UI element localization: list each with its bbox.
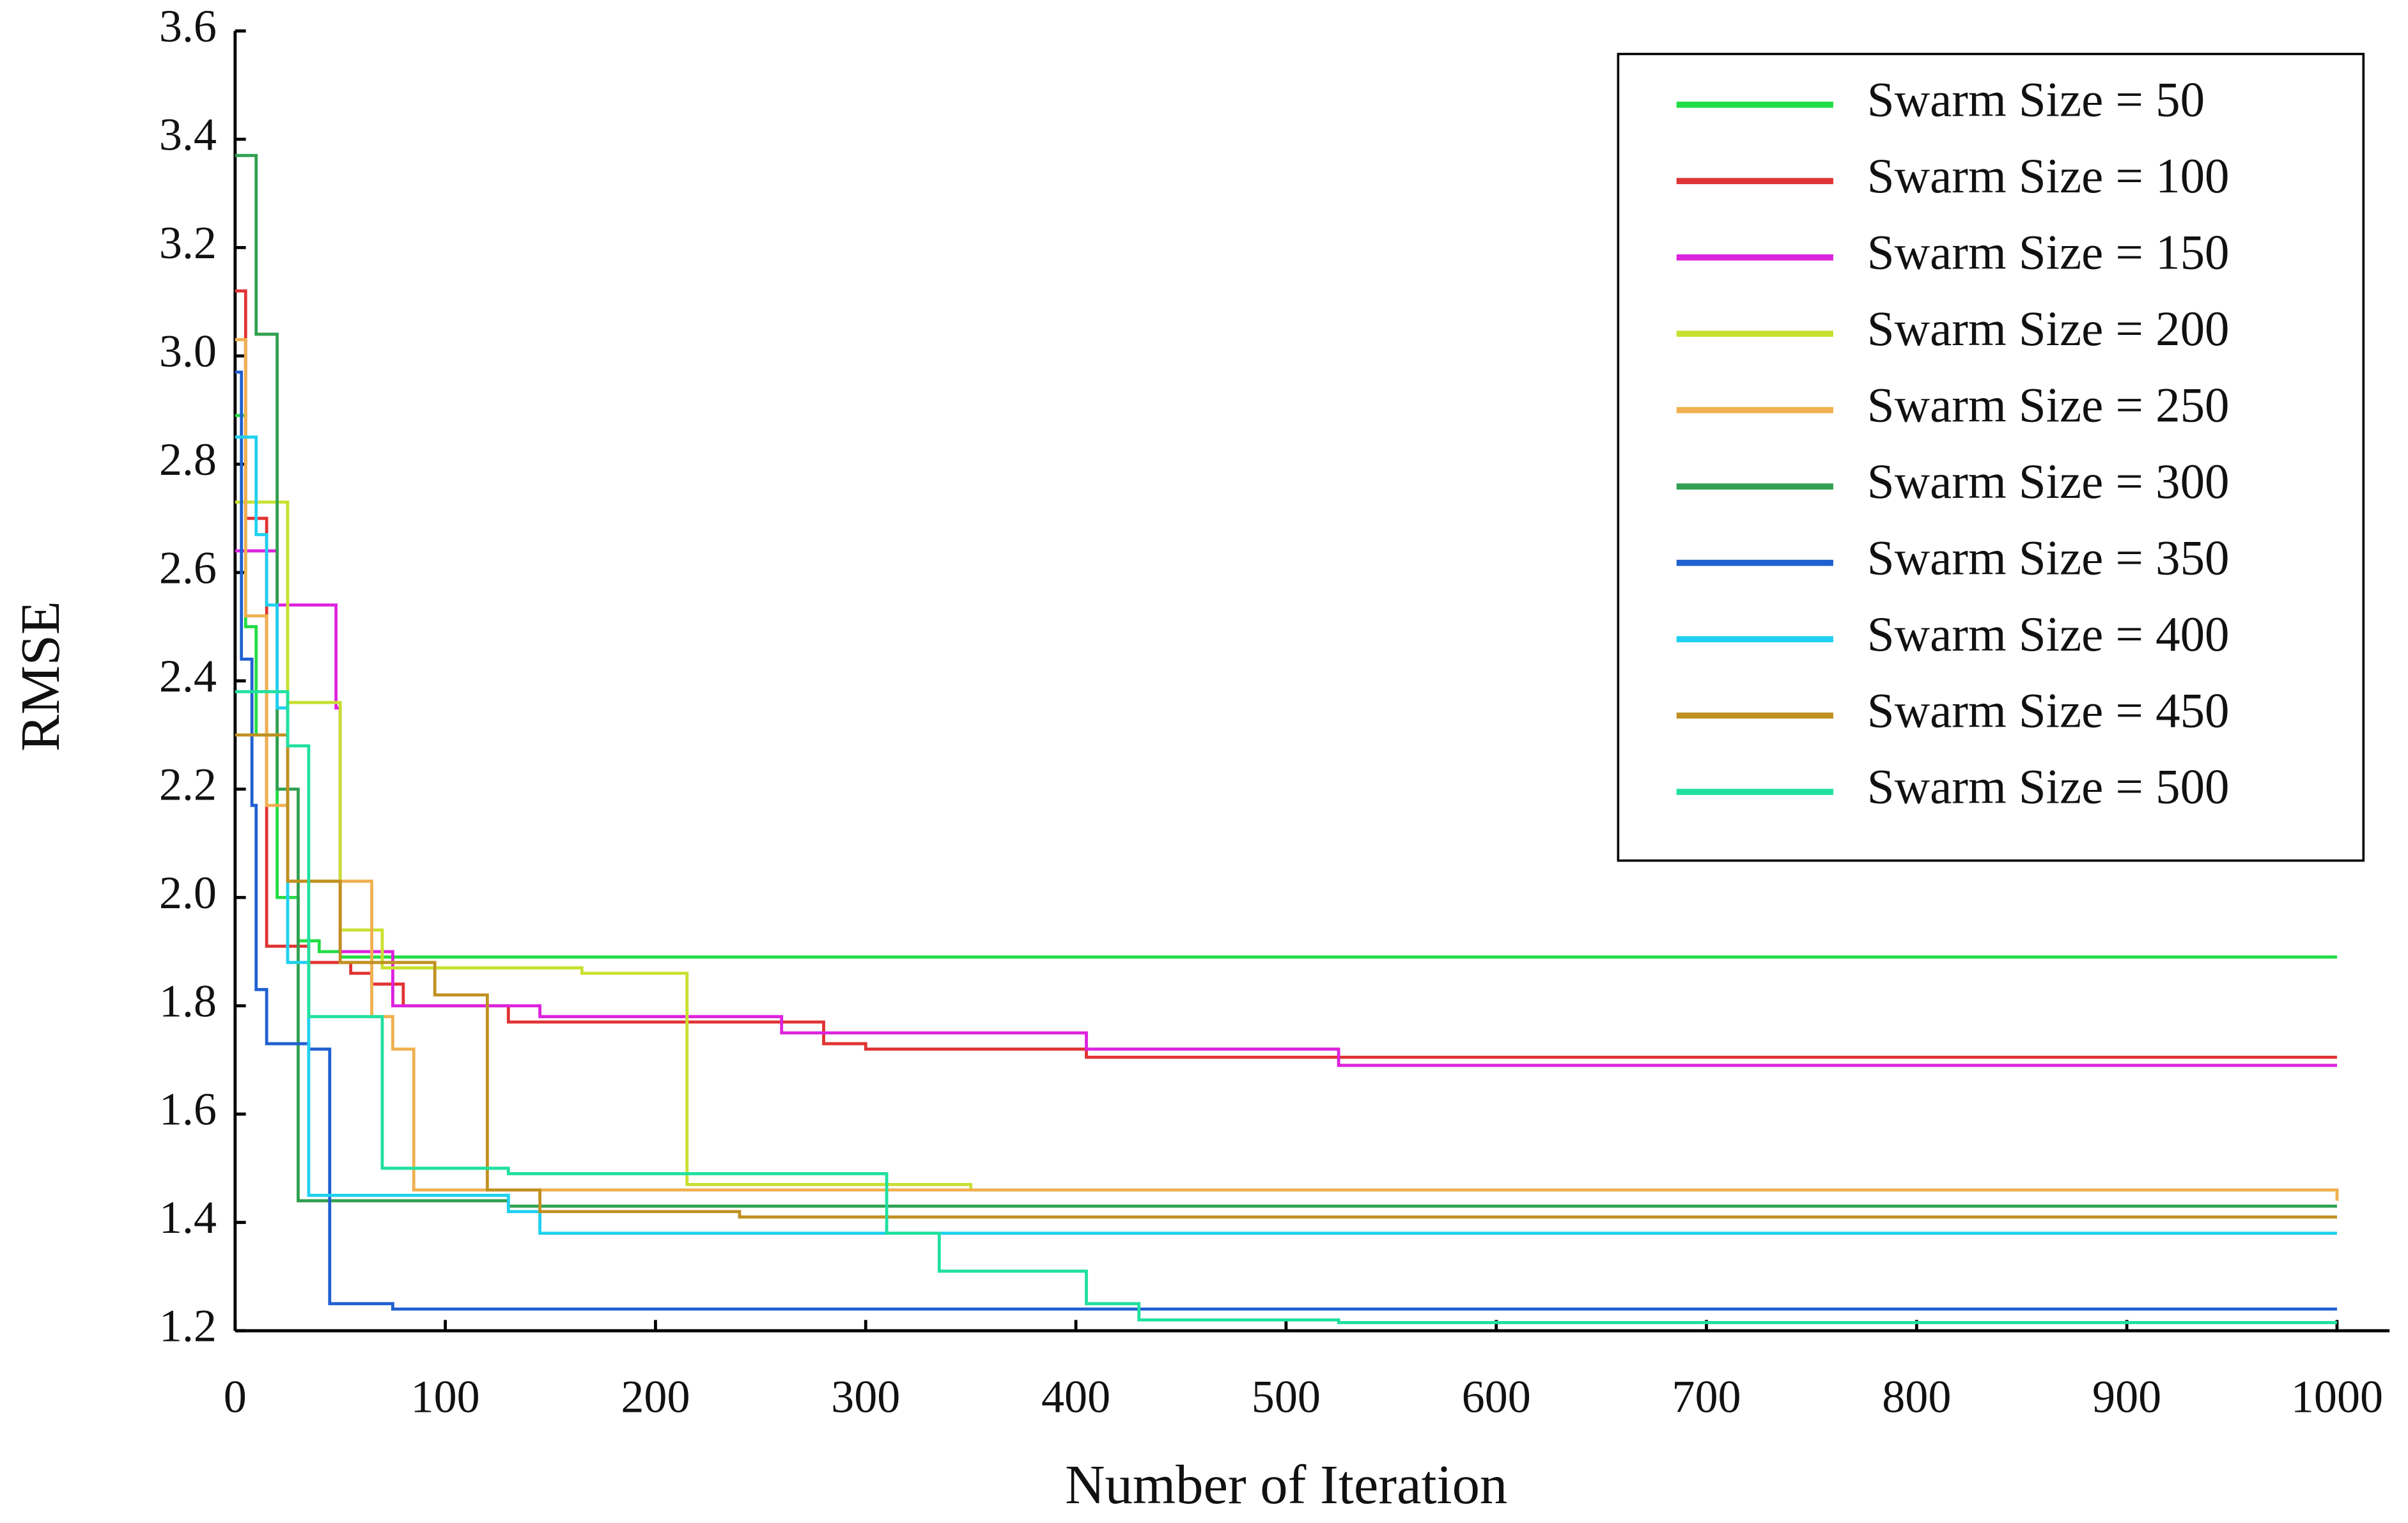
series-line [235,500,2337,1192]
y-tick-label: 1.6 [159,1084,217,1135]
legend-label: Swarm Size = 350 [1867,530,2230,585]
x-tick-label: 400 [1041,1371,1110,1422]
y-tick-label: 2.2 [159,759,217,810]
series-line [235,690,2337,1324]
series-line [235,733,2337,1219]
y-tick-label: 2.6 [159,542,217,593]
x-tick-label: 300 [831,1371,900,1422]
x-tick-label: 500 [1252,1371,1321,1422]
y-tick-label: 1.2 [159,1301,217,1352]
y-tick-label: 1.4 [159,1192,217,1243]
y-tick-label: 3.4 [159,109,217,160]
x-tick-label: 0 [224,1371,247,1422]
x-tick-label: 1000 [2291,1371,2383,1422]
x-tick-label: 100 [411,1371,480,1422]
y-tick-label: 3.2 [159,217,217,268]
y-tick-label: 2.4 [159,651,217,702]
x-tick-label: 200 [621,1371,690,1422]
y-tick-label: 1.8 [159,975,217,1026]
y-tick-label: 3.6 [159,1,217,52]
series-line [235,370,2337,1311]
legend-label: Swarm Size = 400 [1867,607,2230,661]
legend-label: Swarm Size = 50 [1867,72,2205,127]
legend-label: Swarm Size = 100 [1867,148,2230,203]
y-tick-label: 3.0 [159,325,217,376]
y-axis-title: RMSE [10,601,71,752]
series-line [235,435,2337,1235]
legend-box [1617,52,2365,862]
legend-label: Swarm Size = 150 [1867,224,2230,279]
y-tick-label: 2.8 [159,434,217,485]
y-tick-label: 2.0 [159,867,217,918]
x-tick-label: 900 [2092,1371,2161,1422]
x-tick-label: 600 [1462,1371,1531,1422]
legend-label: Swarm Size = 250 [1867,377,2230,432]
legend-label: Swarm Size = 450 [1867,683,2230,738]
legend-label: Swarm Size = 200 [1867,301,2230,356]
series-line [235,549,2337,1067]
legend-label: Swarm Size = 500 [1867,759,2230,814]
x-axis-title: Number of Iteration [1065,1454,1507,1515]
x-tick-label: 700 [1672,1371,1741,1422]
series-line [235,338,2339,1201]
legend-label: Swarm Size = 300 [1867,454,2230,509]
x-tick-label: 800 [1882,1371,1951,1422]
